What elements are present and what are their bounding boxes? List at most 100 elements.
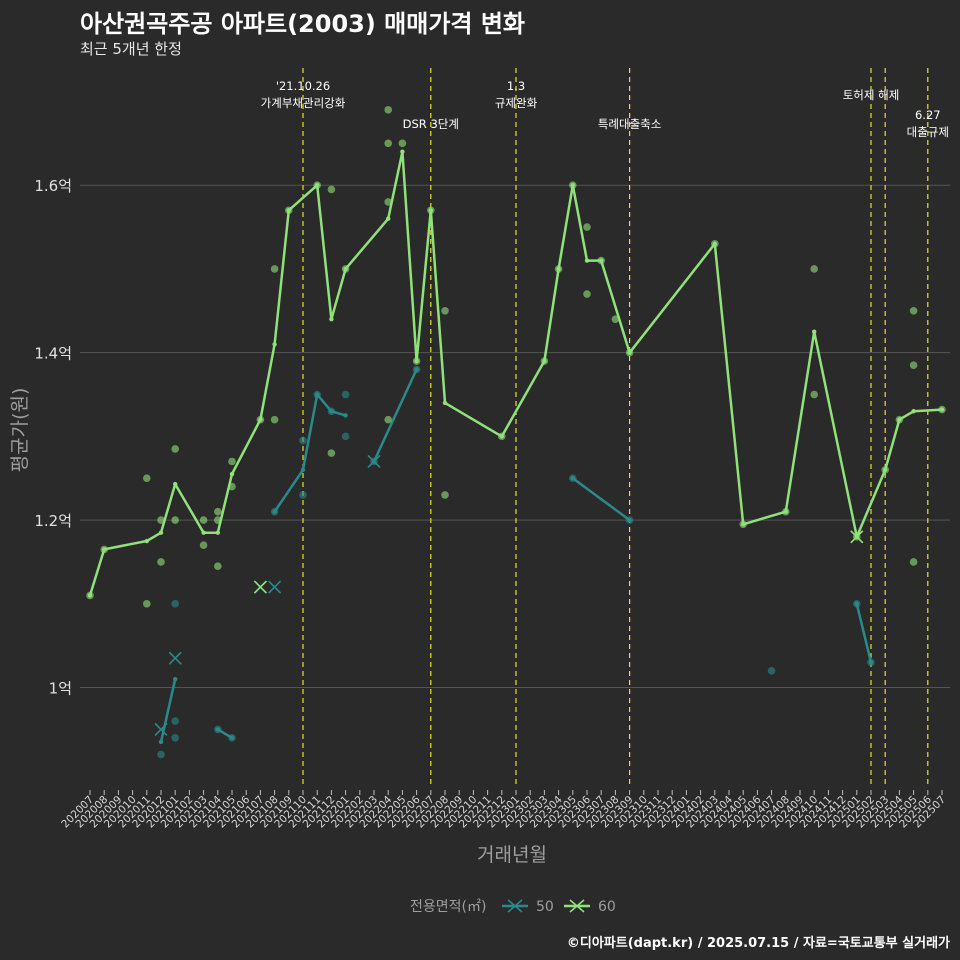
event-label: 대출규제 <box>907 125 949 139</box>
data-point <box>143 474 151 483</box>
line-vertex <box>329 316 334 322</box>
line-vertex <box>499 434 504 439</box>
line-vertex <box>343 266 348 272</box>
legend: 전용면적(㎡) <box>410 896 486 916</box>
line-vertex <box>542 358 547 364</box>
line-vertex <box>911 409 916 414</box>
y-axis-ticks: 1억 1.2억 1.4억 1.6억 <box>34 177 72 697</box>
grid-lines <box>80 184 950 689</box>
event-label: '21.10.26 <box>276 79 330 93</box>
data-point <box>398 139 407 148</box>
line-vertex <box>158 739 164 745</box>
line-vertex <box>229 735 235 740</box>
event-label: 규제완화 <box>495 96 538 110</box>
line-vertex <box>343 413 348 418</box>
line-vertex <box>201 530 206 535</box>
line-vertex <box>286 208 291 213</box>
data-point <box>583 223 591 231</box>
data-point <box>611 315 620 323</box>
cross-marker <box>367 454 381 469</box>
cross-marker <box>154 722 168 736</box>
data-point <box>909 558 918 566</box>
line-vertex <box>158 530 164 535</box>
line-vertex <box>442 400 448 406</box>
y-tick-label: 1.4억 <box>34 345 72 363</box>
line-vertex <box>783 509 788 514</box>
line-vertex <box>627 517 632 523</box>
line-vertex <box>102 547 107 552</box>
event-label: 토허제 해제 <box>843 88 900 102</box>
event-label: 1.3 <box>507 79 525 93</box>
line-vertex <box>173 481 178 487</box>
data-point <box>228 457 236 466</box>
data-point <box>384 139 393 148</box>
line-vertex <box>144 538 149 544</box>
data-point <box>341 432 350 441</box>
chart-title: 아산권곡주공 아파트(2003) 매매가격 변화 <box>80 10 525 38</box>
line-vertex <box>229 471 235 477</box>
data-point <box>270 415 279 424</box>
data-point <box>171 717 179 725</box>
data-point <box>583 290 591 298</box>
data-point <box>299 491 307 499</box>
cross-marker <box>253 580 267 594</box>
legend-label-50: 50 <box>536 899 554 915</box>
line-vertex <box>215 727 220 732</box>
line-vertex <box>883 467 888 473</box>
data-point <box>327 449 336 457</box>
line-vertex <box>741 522 746 527</box>
source-caption: ©디아파트(dapt.kr) / 2025.07.15 / 자료=국토교통부 실… <box>566 936 950 951</box>
cross-marker <box>850 530 864 544</box>
data-point <box>441 491 449 499</box>
line-vertex <box>812 329 817 334</box>
data-point <box>157 750 165 759</box>
series-line <box>572 477 631 522</box>
event-label: 6.27 <box>915 108 941 122</box>
line-vertex <box>584 258 590 263</box>
line-vertex <box>272 342 277 347</box>
line-vertex <box>570 183 575 188</box>
data-point <box>299 436 307 445</box>
data-point <box>909 306 918 315</box>
event-label: DSR 3단계 <box>403 117 459 131</box>
cross-marker <box>268 580 282 594</box>
line-vertex <box>599 258 604 263</box>
data-point <box>384 106 393 114</box>
line-vertex <box>315 392 320 397</box>
event-label: 특례대출축소 <box>598 117 661 131</box>
series-layer <box>86 106 946 759</box>
series-50 <box>154 365 875 759</box>
line-vertex <box>414 367 419 372</box>
data-point <box>171 733 179 742</box>
data-point <box>810 265 818 273</box>
line-vertex <box>414 358 419 364</box>
series-60 <box>86 106 946 608</box>
line-vertex <box>570 476 575 481</box>
legend-key-50: 50 <box>502 899 554 915</box>
line-vertex <box>386 216 391 221</box>
data-point <box>214 562 222 570</box>
series-line <box>372 368 418 463</box>
line-vertex <box>173 676 178 682</box>
cross-marker <box>168 651 182 665</box>
legend-title: 전용면적(㎡) <box>410 899 487 915</box>
event-label: 가계부채관리강화 <box>261 96 346 110</box>
legend-keys: 50 60 <box>502 899 616 915</box>
line-vertex <box>428 208 433 213</box>
data-point <box>441 306 449 315</box>
line-vertex <box>868 660 874 665</box>
line-vertex <box>215 530 220 535</box>
y-tick-label: 1.6억 <box>34 177 72 195</box>
data-point <box>171 600 179 608</box>
line-vertex <box>627 350 632 355</box>
data-point <box>327 185 336 194</box>
data-point <box>199 541 208 550</box>
y-tick-label: 1.2억 <box>34 512 72 530</box>
series-line <box>855 603 873 663</box>
line-vertex <box>556 266 561 272</box>
data-point <box>270 265 279 273</box>
series-line <box>217 728 233 739</box>
chart-subtitle: 최근 5개년 한정 <box>80 40 182 58</box>
data-point <box>384 415 393 424</box>
